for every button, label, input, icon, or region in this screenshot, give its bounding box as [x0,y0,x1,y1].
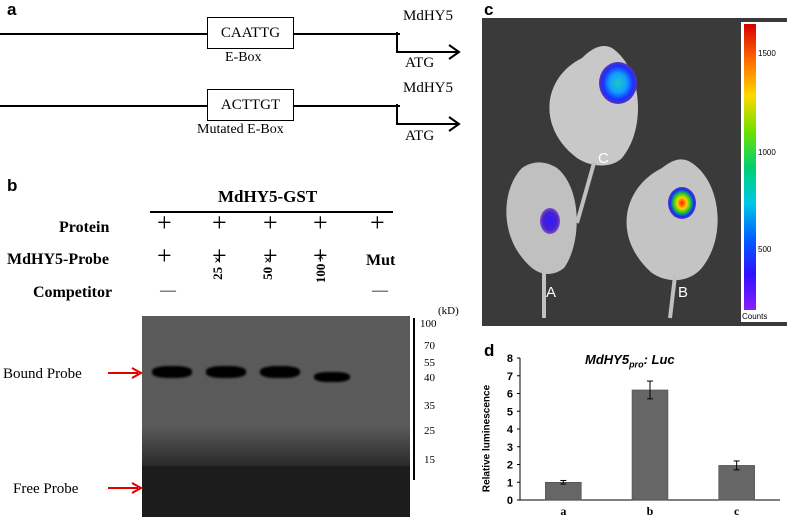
x-tick-label: b [647,504,654,518]
bar [718,465,755,501]
luminescence-image: C A B 1500 1000 500 Counts [482,18,787,326]
emsa-gel [142,316,410,517]
leaf-c-stem [575,162,596,224]
y-tick-label: 4 [507,424,514,436]
y-tick-label: 1 [507,477,513,489]
y-tick-label: 5 [507,406,513,418]
atg-label-2: ATG [405,128,435,144]
colorbar-tick: 500 [758,245,772,254]
y-tick-label: 2 [507,460,513,472]
header-rule [150,211,393,213]
gene-label-1: MdHY5 [403,8,454,24]
free-probe-label: Free Probe [13,481,79,497]
probe-mark: + [212,241,227,270]
chart-title-sub: pro [629,359,644,370]
bound-probe-label: Bound Probe [3,366,82,382]
chart-title-main: MdHY5 [585,352,630,367]
gel-smear [142,426,410,466]
protein-row-label: Protein [59,219,110,236]
competitor-mark: 25 × [210,256,225,280]
kd-label: (kD) [438,305,459,317]
leaf-label: B [678,284,689,301]
y-tick-label: 6 [507,389,513,401]
colorbar-tick: 1000 [758,148,776,157]
bar [545,482,582,501]
probe-mark-mut: Mut [366,252,396,269]
dna-line-1 [0,33,400,35]
ladder-tick-label: 55 [424,357,435,369]
leaves-drawing [506,46,718,319]
bound-band [152,366,192,378]
competitor-mark: 100 × [313,252,328,284]
hotspot-a [540,208,560,234]
ladder-tick-label: 15 [424,454,435,466]
ladder-tick-label: 40 [424,372,435,384]
bound-band [260,366,300,378]
protein-mark: + [370,208,385,237]
bar-chart: 0 1 2 3 4 5 6 7 8 a b c [507,353,780,518]
colorbar [744,24,756,310]
e-box-label: E-Box [225,50,262,65]
hotspot-b [668,187,696,219]
dna-line-2 [0,105,400,107]
ladder-tick-label: 25 [424,425,435,437]
x-tick-label: c [734,504,740,518]
panel-b-letter: b [7,176,18,195]
chart-title-tail: : Luc [643,352,675,367]
y-tick-label: 7 [507,371,513,383]
probe-row-label: MdHY5-Probe [7,251,109,268]
chart-title: MdHY5pro: Luc [585,352,675,370]
leaf-label: A [546,284,557,301]
colorbar-unit: Counts [742,312,768,321]
y-tick-label: 8 [507,353,513,365]
protein-mark: + [212,208,227,237]
colorbar-tick: 1500 [758,49,776,58]
competitor-mark: — [372,282,388,299]
tss-arrow-1 [396,32,461,60]
free-probe-arrow [108,482,144,494]
panel-d-letter: d [484,341,495,360]
ladder-line [413,318,415,480]
bound-band [206,366,246,378]
hotspot-c [599,62,637,104]
gst-header: MdHY5-GST [218,187,318,206]
bound-band [314,372,350,382]
leaf-b [626,159,718,281]
competitor-row-label: Competitor [33,284,113,301]
probe-mark: + [263,241,278,270]
e-box-1: CAATTG [207,17,294,49]
probe-mark: + [313,241,328,270]
probe-mark: + [157,241,172,270]
competitor-mark: 50 × [260,256,275,280]
tss-arrow-2 [396,104,461,132]
bound-probe-arrow [108,367,144,379]
leaf-label: C [598,150,609,167]
y-tick-label: 0 [507,495,513,507]
ladder-tick-label: 35 [424,400,435,412]
ladder-tick-label: 70 [424,340,435,352]
competitor-mark: — [160,282,176,299]
mutated-e-box: ACTTGT [207,89,294,121]
protein-mark: + [263,208,278,237]
panel-c-letter: c [484,0,494,19]
atg-label-1: ATG [405,55,435,71]
protein-mark: + [157,208,172,237]
x-tick-label: a [560,504,566,518]
ladder-tick-label: 100 [420,318,437,330]
protein-mark: + [313,208,328,237]
gene-label-2: MdHY5 [403,80,454,96]
mutated-e-box-label: Mutated E-Box [197,122,284,137]
bar [631,389,669,501]
leaf-b-stem [668,275,677,319]
panel-a-letter: a [7,0,17,19]
y-tick-label: 3 [507,442,513,454]
